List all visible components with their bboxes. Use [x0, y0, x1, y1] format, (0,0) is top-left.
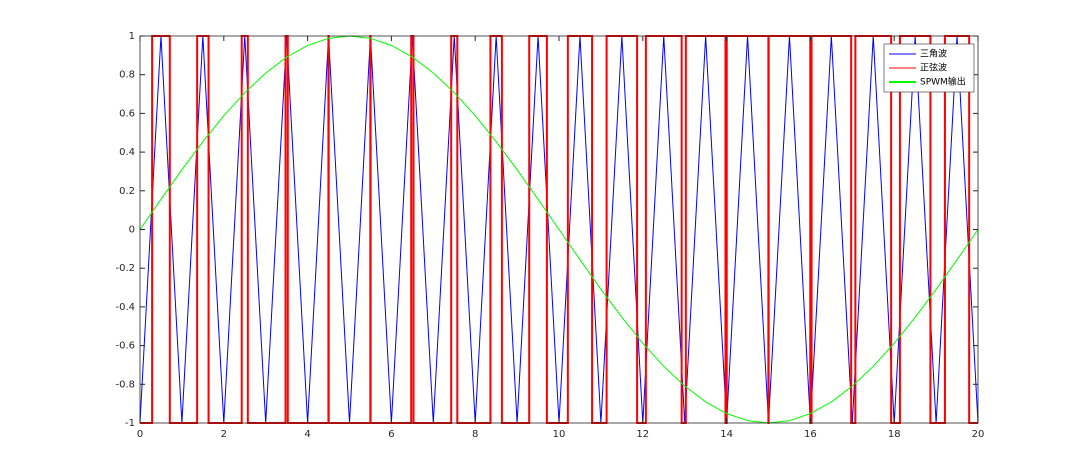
- x-tick-label: 2: [221, 429, 227, 440]
- x-tick-label: 18: [888, 429, 901, 440]
- x-tick-label: 16: [804, 429, 817, 440]
- y-tick-label: 0.4: [119, 147, 135, 158]
- series-line: [139, 35, 979, 424]
- y-tick-label: 0.2: [119, 186, 135, 197]
- y-tick-label: -0.2: [115, 263, 135, 274]
- x-tick-label: 6: [388, 429, 394, 440]
- legend-label: 正弦波: [920, 62, 947, 74]
- y-tick-label: -0.8: [115, 379, 135, 390]
- x-tick-label: 8: [472, 429, 478, 440]
- legend-label: SPWM输出: [920, 76, 966, 88]
- x-tick-label: 20: [972, 429, 985, 440]
- y-tick-label: -0.6: [115, 341, 135, 352]
- y-tick-label: 0: [129, 225, 135, 236]
- x-tick-label: 14: [720, 429, 733, 440]
- y-tick-label: 0.6: [119, 108, 135, 119]
- x-tick-label: 4: [304, 429, 310, 440]
- y-tick-label: -1: [125, 418, 135, 429]
- y-tick-label: 0.8: [119, 70, 135, 81]
- y-tick-label: -0.4: [115, 302, 135, 313]
- x-tick-label: 12: [636, 429, 649, 440]
- x-tick-label: 0: [137, 429, 143, 440]
- x-tick-label: 10: [553, 429, 566, 440]
- legend-label: 三角波: [920, 48, 947, 60]
- y-tick-label: 1: [129, 31, 135, 42]
